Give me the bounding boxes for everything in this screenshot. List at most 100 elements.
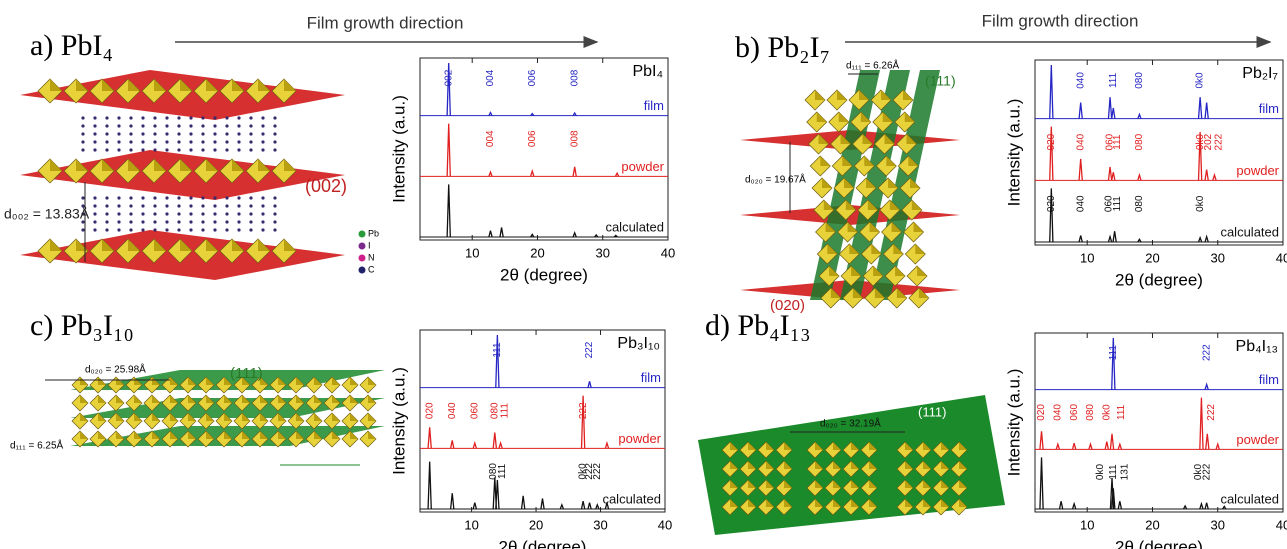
atom — [273, 196, 276, 199]
peak — [573, 233, 576, 237]
atom — [129, 220, 132, 223]
peak — [1118, 501, 1121, 509]
x-tick-label: 30 — [593, 517, 607, 532]
atom — [273, 148, 276, 151]
octahedron-face — [820, 156, 830, 166]
atom — [153, 124, 156, 127]
peak-label: 004 — [485, 69, 496, 86]
peak — [1216, 444, 1219, 449]
peak — [1108, 167, 1111, 180]
atom — [201, 228, 204, 231]
peak-label: 0k0 — [1101, 404, 1112, 421]
peak-label: 111 — [1112, 134, 1123, 150]
x-tick-label: 20 — [1145, 250, 1159, 265]
x-axis-label: 2θ (degree) — [1115, 537, 1203, 549]
atom — [225, 124, 228, 127]
atom — [273, 124, 276, 127]
atom — [153, 204, 156, 207]
peak-label: 222 — [578, 402, 589, 419]
atom — [153, 220, 156, 223]
peak-label: 008 — [569, 69, 580, 86]
atom — [141, 116, 144, 119]
atom — [225, 148, 228, 151]
atom — [225, 212, 228, 215]
atom — [189, 148, 192, 151]
spacing-label: d₁₁₁ = 6.26Å — [846, 59, 900, 72]
octahedron-face — [917, 266, 927, 276]
atom — [261, 220, 264, 223]
peak — [1040, 431, 1043, 449]
peak — [1073, 504, 1076, 509]
peak — [447, 124, 450, 177]
y-axis-label: Intensity (a.u.) — [1004, 369, 1023, 477]
peak — [582, 501, 585, 509]
atom — [117, 228, 120, 231]
atom — [117, 124, 120, 127]
atom — [225, 204, 228, 207]
structure-drawings — [20, 70, 1005, 535]
atom — [117, 116, 120, 119]
peak-label: 040 — [1075, 195, 1086, 212]
peak-label: 0k0 — [1095, 464, 1106, 481]
atom — [129, 148, 132, 151]
octahedron-face — [815, 90, 825, 100]
atom — [237, 196, 240, 199]
atom — [237, 132, 240, 135]
peak-label: 020 — [1036, 404, 1047, 421]
atom — [129, 204, 132, 207]
x-tick-label: 30 — [1211, 517, 1225, 532]
series-name: calculated — [1220, 224, 1279, 239]
peak — [1105, 442, 1108, 450]
spacing-label: d₀₂₀ = 19.67Å — [745, 173, 806, 186]
atom — [249, 148, 252, 151]
peak-label: 040 — [1075, 72, 1086, 89]
peak — [541, 498, 544, 509]
peak — [560, 505, 563, 509]
atom — [105, 220, 108, 223]
atom — [165, 116, 168, 119]
atom — [249, 116, 252, 119]
panel-title: c) Pb₃I₁₀ — [30, 309, 134, 342]
atom — [93, 124, 96, 127]
octahedron-face — [332, 413, 340, 421]
atom — [177, 228, 180, 231]
series-name: film — [1259, 372, 1279, 387]
peak — [428, 462, 431, 509]
atom — [261, 204, 264, 207]
atom — [213, 228, 216, 231]
peak — [1205, 503, 1208, 509]
atom — [117, 196, 120, 199]
octahedron-face — [368, 431, 376, 439]
arrow-label: Film growth direction — [307, 13, 464, 32]
x-tick-label: 10 — [465, 245, 479, 260]
peak — [1205, 103, 1208, 119]
atom — [129, 116, 132, 119]
atom — [141, 196, 144, 199]
peak — [1056, 444, 1059, 449]
atom — [93, 196, 96, 199]
peak — [1079, 103, 1082, 119]
octahedron-face — [871, 244, 881, 254]
peak — [1110, 434, 1113, 450]
atom — [105, 140, 108, 143]
peak — [1113, 231, 1116, 242]
peak-label: 080 — [1134, 133, 1145, 150]
atom — [117, 132, 120, 135]
atom — [237, 140, 240, 143]
legend-dot — [359, 255, 366, 262]
atom — [225, 220, 228, 223]
atom — [201, 204, 204, 207]
series-name: powder — [621, 159, 664, 174]
atom — [273, 220, 276, 223]
peak-label: 020 — [1046, 133, 1057, 150]
atom — [117, 212, 120, 215]
peak-label: 080 — [1134, 72, 1145, 89]
peak — [500, 228, 503, 237]
atom — [177, 212, 180, 215]
peak — [473, 443, 476, 448]
octahedron-face — [368, 377, 376, 385]
atom — [153, 228, 156, 231]
atom — [225, 116, 228, 119]
atom — [93, 204, 96, 207]
peak — [473, 503, 476, 509]
